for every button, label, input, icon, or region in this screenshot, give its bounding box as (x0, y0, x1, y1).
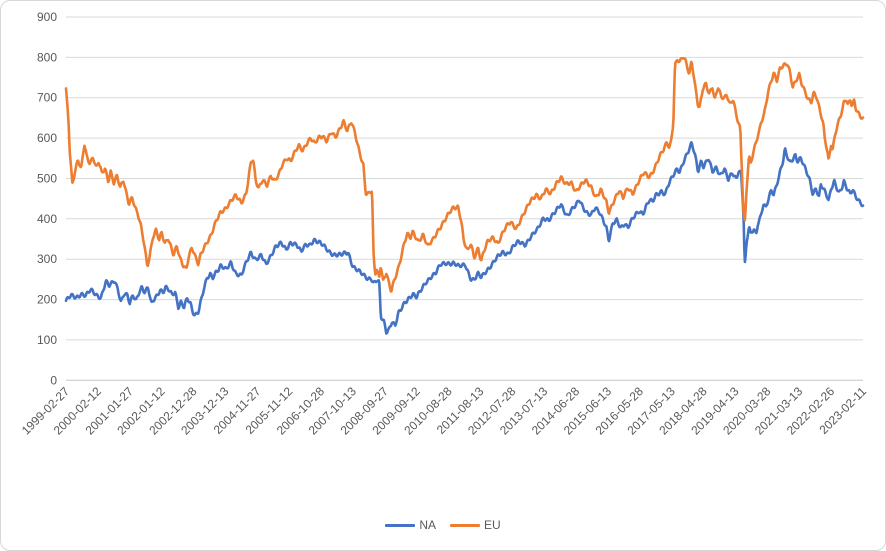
y-axis-tick-label: 0 (50, 373, 57, 387)
series-line-eu (64, 56, 865, 293)
y-axis-tick-label: 700 (37, 91, 57, 105)
y-axis-tick-label: 200 (37, 293, 57, 307)
y-axis-tick-label: 900 (37, 10, 57, 24)
y-axis-tick-label: 100 (37, 333, 57, 347)
legend-label-na: NA (419, 518, 436, 532)
y-axis-tick-label: 800 (37, 50, 57, 64)
y-axis-tick-label: 300 (37, 252, 57, 266)
y-axis-tick-label: 600 (37, 131, 57, 145)
legend-label-eu: EU (484, 518, 501, 532)
na-line-swatch (385, 523, 416, 527)
legend-item-eu: EU (450, 518, 501, 532)
series-line-na (64, 141, 865, 335)
eu-line-swatch (450, 523, 480, 527)
y-axis-tick-label: 500 (37, 172, 57, 186)
y-axis-tick-label: 400 (37, 212, 57, 226)
chart-legend: NA EU (1, 518, 885, 532)
legend-item-na: NA (385, 518, 436, 532)
